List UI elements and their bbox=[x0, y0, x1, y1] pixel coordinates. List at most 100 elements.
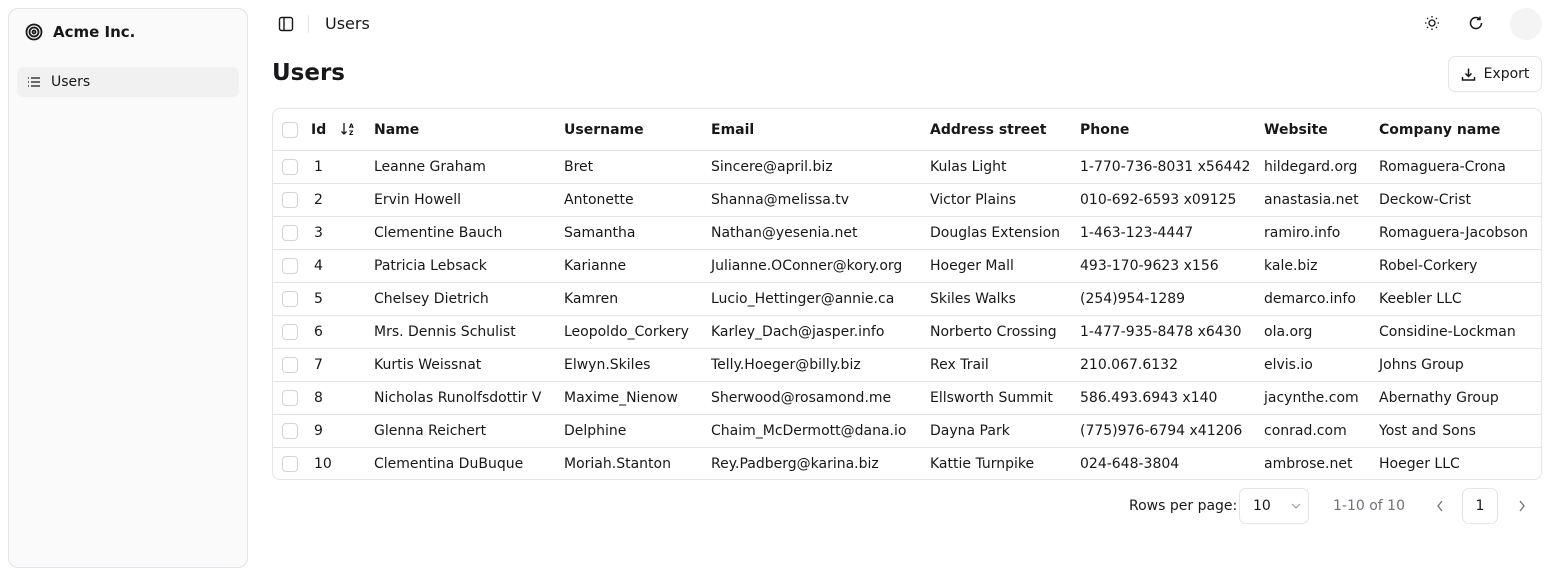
table-cell: Maxime_Nienow bbox=[564, 390, 678, 406]
table-cell: Shanna@melissa.tv bbox=[711, 192, 850, 208]
table-cell: Keebler LLC bbox=[1379, 291, 1462, 307]
table-row[interactable]: 7 Kurtis Weissnat Elwyn.Skiles Telly.Hoeger… bbox=[273, 348, 1541, 381]
table-cell: Kattie Turnpike bbox=[930, 456, 1035, 472]
table-cell: Ellsworth Summit bbox=[930, 390, 1053, 406]
table-cell: Romaguera-Jacobson bbox=[1379, 225, 1529, 241]
rows-per-page-select[interactable]: 10 bbox=[1239, 488, 1309, 524]
table-cell: Telly.Hoeger@billy.biz bbox=[711, 357, 861, 373]
list-icon bbox=[28, 77, 40, 87]
table-cell: Considine-Lockman bbox=[1379, 324, 1516, 340]
table-row[interactable]: 9 Glenna Reichert Delphine Chaim_McDermott@… bbox=[273, 414, 1541, 447]
table-cell: 10 bbox=[314, 456, 332, 472]
row-checkbox[interactable] bbox=[282, 390, 298, 406]
row-checkbox[interactable] bbox=[282, 192, 298, 208]
refresh-icon[interactable] bbox=[1468, 15, 1484, 31]
table-cell: Leanne Graham bbox=[374, 159, 486, 175]
sidebar-toggle-icon[interactable] bbox=[278, 16, 294, 32]
row-checkbox[interactable] bbox=[282, 159, 298, 175]
select-all-cell bbox=[282, 109, 298, 150]
column-header[interactable]: Email bbox=[711, 121, 755, 138]
column-header[interactable]: Address street bbox=[930, 121, 1047, 138]
row-select-cell bbox=[282, 283, 298, 315]
chevron-left-icon[interactable] bbox=[1436, 500, 1444, 512]
sidebar-item-users[interactable]: Users bbox=[17, 67, 239, 97]
brand[interactable]: Acme Inc. bbox=[25, 23, 135, 41]
table-cell: Chelsey Dietrich bbox=[374, 291, 489, 307]
table-row[interactable]: 6 Mrs. Dennis Schulist Leopoldo_Corkery Kar… bbox=[273, 315, 1541, 348]
table-row[interactable]: 3 Clementine Bauch Samantha Nathan@yesenia.… bbox=[273, 216, 1541, 249]
table-row[interactable]: 1 Leanne Graham Bret Sincere@april.biz Kulas… bbox=[273, 150, 1541, 183]
table-cell: Nathan@yesenia.net bbox=[711, 225, 858, 241]
table-cell: Sincere@april.biz bbox=[711, 159, 833, 175]
table-cell: Patricia Lebsack bbox=[374, 258, 487, 274]
row-checkbox[interactable] bbox=[282, 258, 298, 274]
row-checkbox[interactable] bbox=[282, 291, 298, 307]
table-cell: 3 bbox=[314, 225, 323, 241]
export-button[interactable]: Export bbox=[1448, 56, 1542, 92]
table-cell: 7 bbox=[314, 357, 323, 373]
row-select-cell bbox=[282, 415, 298, 447]
table-cell: 8 bbox=[314, 390, 323, 406]
table-row[interactable]: 4 Patricia Lebsack Karianne Julianne.OConne… bbox=[273, 249, 1541, 282]
sun-icon[interactable] bbox=[1424, 15, 1440, 31]
row-select-cell bbox=[282, 316, 298, 348]
row-checkbox[interactable] bbox=[282, 456, 298, 472]
table-cell: Kulas Light bbox=[930, 159, 1007, 175]
rows-per-page-label: Rows per page: bbox=[1129, 498, 1238, 514]
table-cell: jacynthe.com bbox=[1264, 390, 1359, 406]
table-cell: Norberto Crossing bbox=[930, 324, 1057, 340]
export-label: Export bbox=[1483, 66, 1530, 82]
table-cell: anastasia.net bbox=[1264, 192, 1359, 208]
table-cell: Dayna Park bbox=[930, 423, 1010, 439]
divider bbox=[308, 15, 309, 33]
breadcrumb: Users bbox=[325, 14, 370, 33]
chevron-down-icon bbox=[1291, 503, 1301, 509]
column-header[interactable]: Phone bbox=[1080, 121, 1130, 138]
row-checkbox[interactable] bbox=[282, 357, 298, 373]
table-cell: Yost and Sons bbox=[1379, 423, 1476, 439]
table-cell: Kamren bbox=[564, 291, 619, 307]
chevron-right-icon[interactable] bbox=[1518, 500, 1526, 512]
column-header[interactable]: Username bbox=[564, 121, 644, 138]
table-cell: Karianne bbox=[564, 258, 627, 274]
table-row[interactable]: 10 Clementina DuBuque Moriah.Stanton Rey.Pa… bbox=[273, 447, 1541, 479]
row-checkbox[interactable] bbox=[282, 324, 298, 340]
row-checkbox[interactable] bbox=[282, 225, 298, 241]
table-cell: elvis.io bbox=[1264, 357, 1313, 373]
table-cell: Kurtis Weissnat bbox=[374, 357, 482, 373]
sort-ascending-icon[interactable]: AZ bbox=[340, 121, 356, 137]
column-header[interactable]: Name bbox=[374, 121, 420, 138]
table-row[interactable]: 5 Chelsey Dietrich Kamren Lucio_Hettinger@a… bbox=[273, 282, 1541, 315]
table-cell: Julianne.OConner@kory.org bbox=[711, 258, 903, 274]
avatar[interactable] bbox=[1510, 8, 1542, 40]
table-cell: Antonette bbox=[564, 192, 634, 208]
page-range: 1-10 of 10 bbox=[1333, 498, 1405, 514]
table-cell: Johns Group bbox=[1379, 357, 1464, 373]
table-cell: Romaguera-Crona bbox=[1379, 159, 1506, 175]
table-row[interactable]: 2 Ervin Howell Antonette Shanna@melissa.tv V… bbox=[273, 183, 1541, 216]
table-cell: Sherwood@rosamond.me bbox=[711, 390, 892, 406]
table-cell: 1 bbox=[314, 159, 323, 175]
rows-per-page-value: 10 bbox=[1253, 498, 1271, 514]
page-title: Users bbox=[272, 60, 345, 86]
spiral-logo-icon bbox=[25, 23, 43, 41]
table-cell: ola.org bbox=[1264, 324, 1313, 340]
table-cell: Elwyn.Skiles bbox=[564, 357, 651, 373]
table-cell: kale.biz bbox=[1264, 258, 1318, 274]
table-cell: Glenna Reichert bbox=[374, 423, 487, 439]
table-cell: (775)976-6794 x41206 bbox=[1080, 423, 1243, 439]
column-header[interactable]: Company name bbox=[1379, 121, 1501, 138]
table-cell: Mrs. Dennis Schulist bbox=[374, 324, 516, 340]
select-all-checkbox[interactable] bbox=[282, 121, 298, 138]
row-select-cell bbox=[282, 382, 298, 414]
table-cell: 5 bbox=[314, 291, 323, 307]
column-header[interactable]: Id bbox=[311, 121, 327, 138]
table-cell: ramiro.info bbox=[1264, 225, 1341, 241]
table-cell: Bret bbox=[564, 159, 594, 175]
table-cell: 6 bbox=[314, 324, 323, 340]
column-header[interactable]: Website bbox=[1264, 121, 1328, 138]
table-row[interactable]: 8 Nicholas Runolfsdottir V Maxime_Nienow Sh… bbox=[273, 381, 1541, 414]
page-button-1[interactable]: 1 bbox=[1462, 488, 1498, 524]
table-cell: Hoeger Mall bbox=[930, 258, 1014, 274]
row-checkbox[interactable] bbox=[282, 423, 298, 439]
